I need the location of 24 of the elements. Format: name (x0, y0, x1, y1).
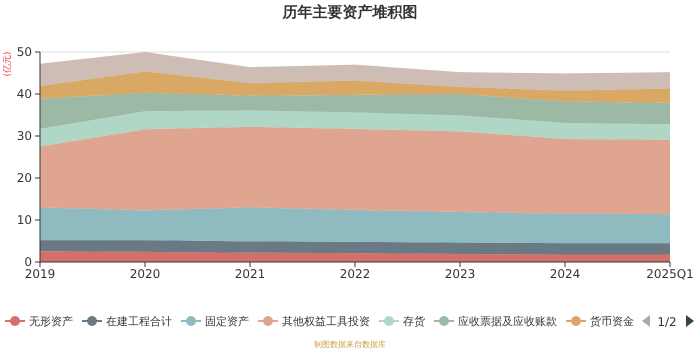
legend-label: 货币资金 (590, 315, 634, 328)
x-tick-label: 2022 (340, 267, 370, 281)
legend-label: 应收票据及应收账款 (458, 315, 557, 328)
legend-label: 无形资产 (29, 315, 73, 328)
y-axis-title: (亿元) (2, 51, 13, 77)
y-tick-label: 40 (16, 87, 32, 101)
y-tick-label: 30 (16, 129, 32, 143)
y-tick-label: 50 (16, 45, 32, 59)
x-tick-label: 2021 (234, 267, 266, 281)
y-tick-label: 0 (24, 255, 32, 269)
y-tick-label: 10 (16, 213, 32, 227)
legend-label: 固定资产 (205, 315, 249, 328)
x-tick-label: 2025Q1 (646, 267, 694, 281)
x-tick-label: 2024 (550, 267, 580, 281)
y-tick-label: 20 (16, 171, 32, 185)
legend-label: 存货 (403, 315, 425, 328)
x-tick-label: 2023 (444, 267, 476, 281)
x-tick-label: 2020 (130, 267, 160, 281)
text: 制图数据来自数据库 (314, 340, 386, 349)
legend-label: 在建工程合计 (106, 315, 172, 328)
chart-title: 历年主要资产堆积图 (282, 3, 418, 21)
legend-label: 其他权益工具投资 (282, 315, 370, 328)
x-tick-label: 2019 (24, 267, 56, 281)
legend-pager: 1/2 (642, 315, 694, 329)
